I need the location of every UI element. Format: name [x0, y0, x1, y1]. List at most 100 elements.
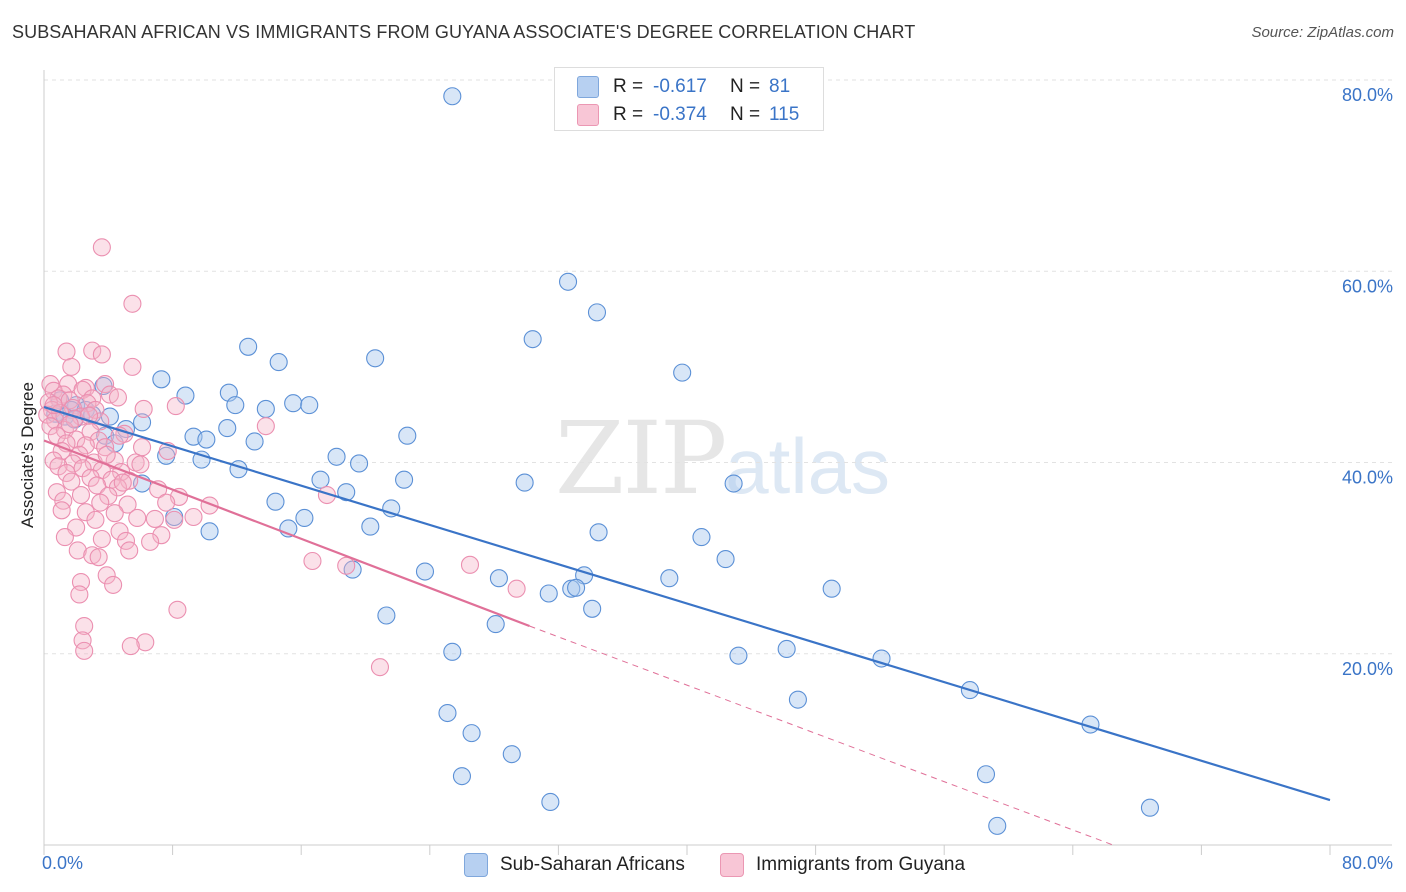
data-point	[256, 417, 275, 436]
data-point	[68, 541, 87, 560]
data-point	[86, 510, 105, 529]
data-point	[81, 468, 100, 487]
data-point	[266, 492, 285, 511]
data-point	[184, 507, 203, 527]
data-point	[75, 616, 94, 636]
data-point	[583, 599, 602, 618]
data-point	[486, 615, 505, 634]
data-point	[113, 473, 132, 492]
data-point	[284, 394, 303, 413]
data-point	[67, 430, 86, 449]
legend-r-value: -0.617	[653, 76, 707, 97]
data-point	[507, 579, 526, 598]
data-point	[91, 493, 110, 512]
grid-lines	[44, 79, 1392, 655]
data-point	[92, 345, 111, 364]
data-point	[777, 639, 796, 659]
data-point	[120, 541, 139, 560]
data-point	[57, 463, 76, 483]
data-point	[443, 87, 462, 106]
data-point	[133, 413, 152, 432]
data-point	[295, 508, 314, 528]
data-point	[92, 529, 111, 549]
data-point	[110, 522, 129, 541]
data-point	[136, 633, 155, 652]
chart-title: SUBSAHARAN AFRICAN VS IMMIGRANTS FROM GU…	[12, 22, 916, 42]
data-point	[988, 816, 1007, 835]
data-point	[256, 399, 275, 419]
data-point	[63, 454, 82, 473]
data-point	[303, 551, 322, 571]
data-point	[197, 430, 216, 449]
data-point	[71, 485, 91, 505]
data-point	[443, 642, 462, 661]
legend-swatch-blue	[464, 853, 488, 877]
data-point	[104, 575, 123, 594]
data-point	[462, 724, 481, 743]
data-point	[157, 493, 176, 512]
legend-item-immigrants-from-guyana[interactable]: Immigrants from Guyana	[720, 852, 965, 878]
data-point	[166, 397, 185, 416]
data-point	[226, 396, 245, 415]
data-point	[52, 501, 71, 520]
source-note: Source: ZipAtlas.com	[1251, 24, 1394, 41]
series-immigrants-from-guyana	[38, 238, 526, 677]
trend-line	[43, 405, 1331, 802]
data-point	[788, 690, 807, 709]
watermark: ZIPatlas	[555, 400, 890, 517]
data-point	[116, 531, 136, 550]
data-point	[62, 472, 81, 491]
legend-r-value: -0.374	[653, 104, 707, 125]
data-point	[134, 399, 153, 419]
series-sub-saharan-africans	[46, 87, 1160, 835]
data-point	[438, 703, 457, 723]
legend-item-sub-saharan-africans[interactable]: Sub-Saharan Africans	[464, 852, 685, 878]
data-point	[395, 470, 414, 489]
y-tick-label: 40.0%	[1342, 468, 1393, 488]
legend-r-label: R =	[613, 104, 644, 125]
data-point	[46, 411, 65, 430]
y-tick-label: 80.0%	[1342, 85, 1393, 105]
data-point	[515, 473, 534, 492]
data-point	[366, 349, 385, 368]
legend-n-value: 115	[769, 104, 800, 125]
data-point	[460, 555, 480, 574]
data-point	[83, 546, 102, 565]
data-point	[44, 451, 63, 470]
data-point	[589, 523, 608, 542]
data-point	[41, 417, 60, 436]
data-point	[97, 445, 116, 464]
data-point	[55, 528, 74, 547]
tick-labels: 20.0% 40.0% 60.0% 80.0% 0.0% 80.0%	[42, 85, 1393, 873]
data-point	[54, 491, 73, 510]
data-point	[724, 474, 743, 493]
watermark-zip: ZIP	[555, 400, 727, 517]
data-point	[567, 578, 586, 597]
data-point	[168, 600, 187, 619]
data-point	[398, 426, 417, 445]
x-tick-label: 0.0%	[42, 853, 83, 873]
legend-n-value: 81	[769, 76, 791, 97]
legend-n-label: N =	[730, 104, 761, 125]
data-point	[87, 476, 107, 495]
data-point	[269, 353, 288, 372]
legend-n-label: N =	[730, 76, 761, 97]
data-point	[692, 528, 711, 547]
data-point	[152, 370, 171, 389]
y-tick-label: 60.0%	[1342, 276, 1393, 296]
data-point	[152, 526, 171, 545]
data-point	[673, 363, 692, 382]
legend-r-label: R =	[613, 76, 644, 97]
data-point	[541, 792, 560, 812]
data-point	[327, 447, 346, 466]
axes	[43, 70, 1392, 855]
data-point	[370, 658, 390, 677]
data-point	[76, 378, 95, 397]
data-point	[96, 375, 115, 394]
data-point	[145, 509, 164, 528]
data-point	[131, 455, 150, 474]
data-point	[76, 436, 95, 455]
data-point	[75, 641, 94, 660]
data-point	[523, 330, 542, 349]
watermark-atlas: atlas	[725, 422, 891, 510]
